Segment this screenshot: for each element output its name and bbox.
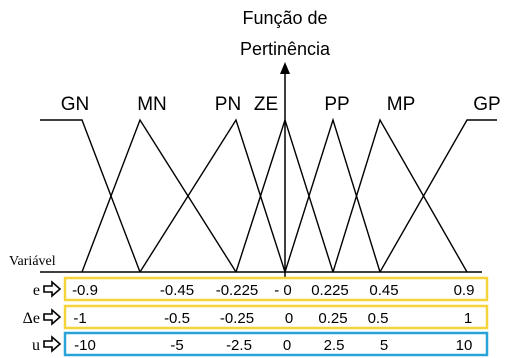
set-gp-label: GP bbox=[473, 94, 500, 115]
set-mn-line bbox=[81, 118, 237, 273]
row-2-value: -2.5 bbox=[226, 337, 252, 354]
set-pn-line bbox=[139, 118, 286, 273]
row-0-value: 0.45 bbox=[369, 282, 398, 299]
row-0-value: 0.9 bbox=[454, 282, 475, 299]
set-ze-label: ZE bbox=[254, 94, 278, 115]
row-1-name: Δe bbox=[23, 310, 40, 327]
row-2-value: 10 bbox=[456, 337, 473, 354]
row-0-value: -0.9 bbox=[72, 282, 98, 299]
row-0-frame bbox=[63, 276, 489, 302]
set-gp-line bbox=[379, 119, 497, 273]
right-arrow-icon bbox=[43, 335, 62, 353]
row-1-value: 1 bbox=[464, 310, 472, 327]
axis-title-line1: Função de bbox=[242, 8, 327, 28]
set-pp-label: PP bbox=[324, 94, 349, 115]
row-1-value: 0.25 bbox=[318, 310, 347, 327]
set-mp-label: MP bbox=[387, 94, 416, 115]
axis-arrow-icon bbox=[280, 62, 290, 74]
right-arrow-icon bbox=[43, 308, 62, 326]
row-0-value: - 0 bbox=[274, 282, 292, 299]
row-2-value: 5 bbox=[380, 337, 388, 354]
row-0-value: -0.225 bbox=[216, 282, 259, 299]
set-ze-line bbox=[235, 117, 334, 273]
row-1-value: -0.5 bbox=[164, 310, 190, 327]
variable-rows: e -0.9 -0.45 -0.225 - 0 0.225 0.45 0.9 Δe -1 -0.5 -… bbox=[23, 276, 489, 357]
variable-label: Variável bbox=[9, 254, 56, 269]
row-2-value: -10 bbox=[74, 337, 96, 354]
row-1-value: -0.25 bbox=[220, 310, 254, 327]
row-0-name: e bbox=[33, 282, 40, 299]
row-1-value: -1 bbox=[73, 310, 86, 327]
set-gn-line bbox=[40, 119, 141, 273]
fuzzy-sets: GN MN PN ZE PP MP GP bbox=[40, 94, 501, 273]
set-pp-line bbox=[284, 117, 381, 273]
row-2-frame bbox=[63, 331, 489, 357]
set-mp-line bbox=[332, 118, 468, 273]
row-2-value: 2.5 bbox=[324, 337, 345, 354]
row-1-frame bbox=[63, 304, 489, 330]
set-pn-label: PN bbox=[215, 94, 241, 115]
row-2-value: -5 bbox=[170, 337, 183, 354]
set-mn-label: MN bbox=[137, 94, 167, 115]
axis-title-line2: Pertinência bbox=[240, 39, 331, 59]
row-0-value: 0.225 bbox=[311, 282, 349, 299]
row-2-name: u bbox=[32, 337, 40, 354]
right-arrow-icon bbox=[43, 280, 62, 298]
row-1-value: 0.5 bbox=[368, 310, 389, 327]
row-0-value: -0.45 bbox=[160, 282, 194, 299]
row-1-value: 0 bbox=[285, 310, 293, 327]
set-gn-label: GN bbox=[61, 94, 90, 115]
row-2-value: 0 bbox=[283, 337, 291, 354]
